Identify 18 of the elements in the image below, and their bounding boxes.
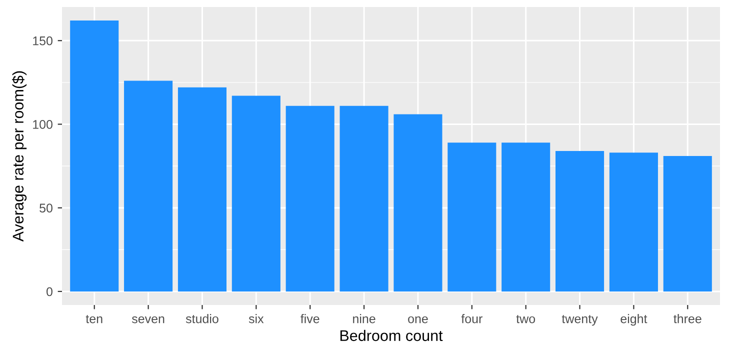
x-tick-label: nine [353, 314, 376, 324]
x-tick-label: seven [132, 316, 164, 324]
y-axis-title: Average rate per room($) [12, 71, 27, 242]
x-tick-label: studio [186, 314, 218, 324]
x-tick-label: eight [620, 314, 648, 326]
y-tick-label: 150 [33, 36, 52, 46]
y-tick-label: 100 [33, 120, 52, 129]
y-tick-label: 0 [46, 287, 52, 296]
x-axis-title: Bedroom count [340, 330, 443, 342]
x-tick-label: six [248, 314, 264, 324]
x-tick-label: four [461, 314, 482, 324]
x-tick-label: five [300, 314, 320, 324]
x-tick-label: two [516, 315, 536, 324]
x-tick-label: one [408, 316, 428, 324]
y-tick-label: 50 [40, 204, 52, 212]
x-tick-label: three [674, 314, 702, 324]
x-tick-label: twenty [562, 315, 598, 326]
x-tick-label: ten [86, 315, 102, 324]
